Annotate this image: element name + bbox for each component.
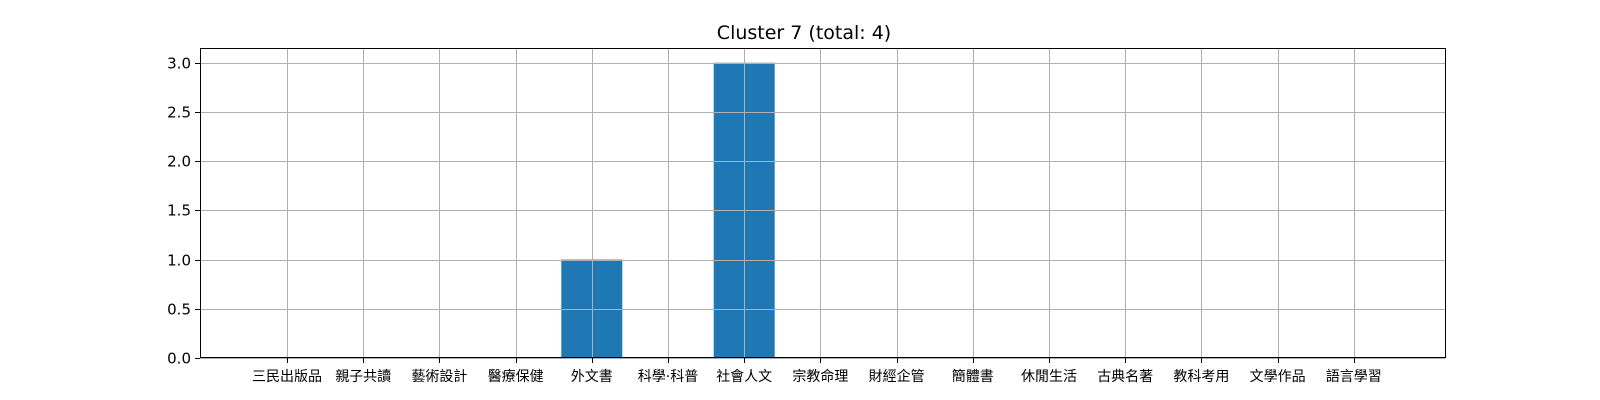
x-tick-label: 藝術設計 (411, 369, 467, 385)
x-tick-label: 古典名著 (1097, 369, 1153, 385)
y-tick-label: 0.5 (167, 301, 191, 319)
x-tick-label: 簡體書 (952, 369, 994, 385)
y-tick-label: 0.0 (167, 350, 191, 368)
grid-lines (200, 48, 1445, 359)
y-tick-label: 2.0 (167, 153, 191, 171)
y-tick-label: 3.0 (167, 55, 191, 73)
x-tick-label: 親子共讀 (335, 369, 391, 385)
x-tick-label: 科學·科普 (638, 369, 698, 385)
x-tick-label: 語言學習 (1326, 369, 1382, 385)
grid-lines-over-bars (561, 62, 775, 358)
y-tick-label: 1.0 (167, 252, 191, 270)
y-axis-ticks: 0.0 0.5 1.0 1.5 2.0 2.5 3.0 (167, 55, 200, 368)
x-tick-label: 社會人文 (716, 369, 772, 385)
y-tick-label: 2.5 (167, 104, 191, 122)
x-tick-label: 醫療保健 (488, 368, 544, 385)
plot-frame (200, 48, 1446, 358)
x-tick-label: 教科考用 (1173, 369, 1229, 385)
x-tick-label: 三民出版品 (252, 369, 322, 385)
x-tick-label: 休閒生活 (1021, 369, 1077, 385)
bar-4 (561, 259, 623, 358)
x-tick-label: 文學作品 (1250, 369, 1306, 385)
x-axis-ticks: 三民出版品 親子共讀 藝術設計 醫療保健 外文書 科學·科普 社會人文 宗教命理 財經企管 簡體書… (252, 358, 1382, 385)
x-tick-label: 宗教命理 (792, 368, 848, 385)
chart-title: Cluster 7 (total: 4) (717, 22, 891, 44)
y-tick-label: 1.5 (167, 202, 191, 220)
x-tick-label: 外文書 (571, 369, 613, 385)
x-tick-label: 財經企管 (869, 368, 925, 385)
